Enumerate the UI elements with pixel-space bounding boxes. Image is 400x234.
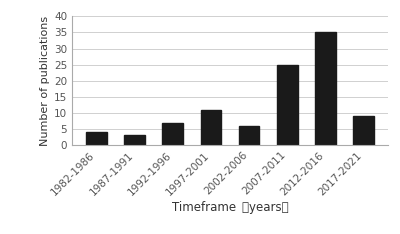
Y-axis label: Number of publications: Number of publications: [40, 16, 50, 146]
Bar: [200, 110, 222, 145]
Bar: [277, 65, 298, 145]
Bar: [315, 33, 336, 145]
Bar: [162, 123, 183, 145]
Bar: [86, 132, 107, 145]
Bar: [238, 126, 260, 145]
Bar: [353, 116, 374, 145]
Bar: [124, 135, 145, 145]
X-axis label: Timeframe （years）: Timeframe （years）: [172, 201, 288, 214]
